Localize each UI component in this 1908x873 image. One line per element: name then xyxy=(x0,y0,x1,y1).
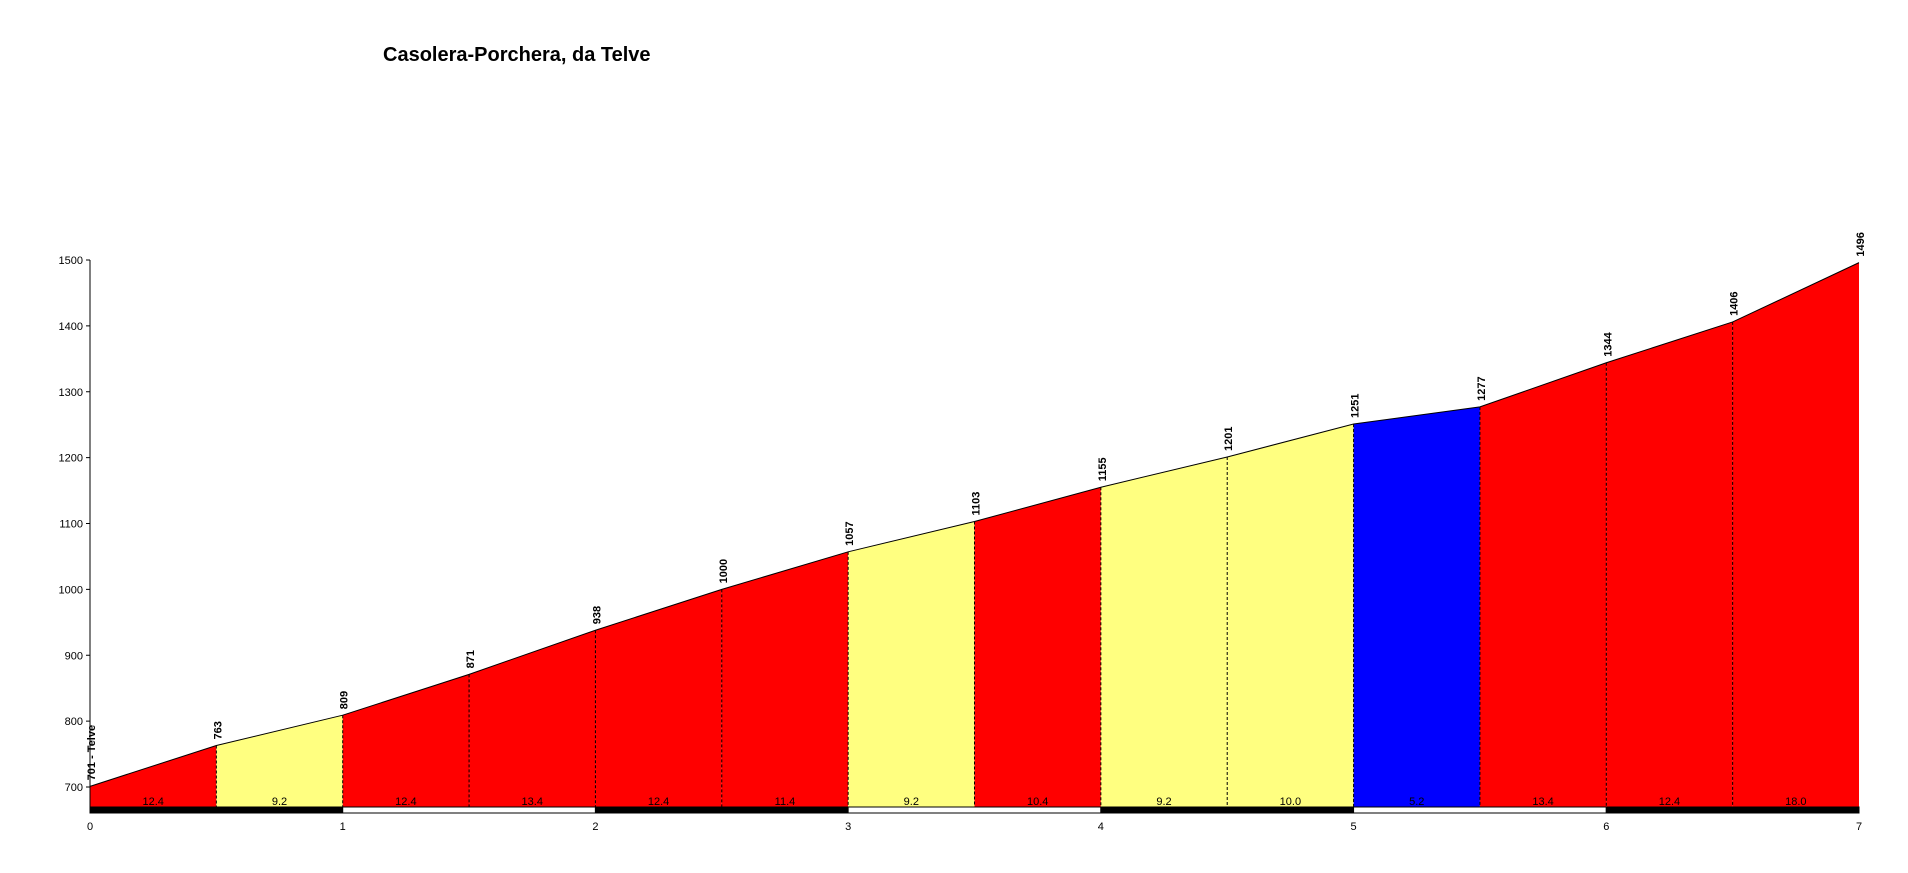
y-tick-label-1100: 1100 xyxy=(59,519,83,531)
x-tick-label-0: 0 xyxy=(87,821,93,833)
elevation-label-4: 938 xyxy=(591,606,603,624)
gradient-label-6: 9.2 xyxy=(904,796,919,808)
y-tick-label-800: 800 xyxy=(65,716,83,728)
segment-fill-2 xyxy=(342,674,470,807)
y-tick-label-700: 700 xyxy=(65,782,83,794)
x-tick-label-7: 7 xyxy=(1856,821,1862,833)
km-bar-segment-5 xyxy=(1353,806,1607,814)
elevation-label-9: 1201 xyxy=(1223,426,1235,450)
x-tick-label-2: 2 xyxy=(592,821,598,833)
elevation-label-5: 1000 xyxy=(718,559,730,583)
gradient-label-5: 11.4 xyxy=(775,796,796,808)
elevation-label-11: 1277 xyxy=(1476,376,1488,400)
elevation-label-2: 809 xyxy=(339,691,351,709)
elevation-label-0: 701 - Telve xyxy=(86,725,98,780)
segment-fill-1 xyxy=(216,715,343,807)
segment-fill-8 xyxy=(1100,456,1228,807)
elevation-label-3: 871 xyxy=(465,650,477,668)
elevation-label-8: 1155 xyxy=(1097,457,1109,481)
y-tick-label-1500: 1500 xyxy=(59,255,83,267)
km-bar-segment-0 xyxy=(89,806,344,814)
km-bar-segment-1 xyxy=(342,806,596,814)
x-tick-label-6: 6 xyxy=(1603,821,1609,833)
elevation-label-12: 1344 xyxy=(1602,331,1614,356)
segment-fill-11 xyxy=(1479,362,1607,807)
elevation-label-13: 1406 xyxy=(1729,291,1741,315)
x-tick-label-4: 4 xyxy=(1098,821,1104,833)
gradient-label-4: 12.4 xyxy=(648,796,669,808)
segment-fills xyxy=(90,262,1859,807)
segment-fill-4 xyxy=(595,589,722,807)
x-tick-label-3: 3 xyxy=(845,821,851,833)
elevation-label-6: 1057 xyxy=(844,521,856,545)
gradient-label-9: 10.0 xyxy=(1280,796,1301,808)
y-tick-labels: 700 800 900 1000 1100 1200 1300 1400 1500 xyxy=(59,255,90,794)
y-tick-label-1400: 1400 xyxy=(59,321,83,333)
segment-fill-7 xyxy=(974,487,1101,807)
gradient-label-0: 12.4 xyxy=(142,796,163,808)
gradient-label-8: 9.2 xyxy=(1156,796,1171,808)
y-tick-label-1000: 1000 xyxy=(59,584,83,596)
gradient-label-1: 9.2 xyxy=(272,796,287,808)
elevation-labels: 701 - Telve 763 809 871 938 1000 1057 1103 1155 1… xyxy=(86,232,1867,780)
x-tick-label-5: 5 xyxy=(1351,821,1357,833)
profile-outline xyxy=(89,262,1860,787)
segment-dividers xyxy=(215,321,1734,807)
km-bar-segment-3 xyxy=(847,806,1102,814)
elevation-label-10: 1251 xyxy=(1350,394,1362,418)
x-tick-labels: 0 1 2 3 4 5 6 7 xyxy=(87,821,1862,833)
gradient-label-13: 18.0 xyxy=(1785,796,1806,808)
segment-fill-10 xyxy=(1353,406,1480,807)
segment-fill-3 xyxy=(469,630,596,807)
segment-fill-6 xyxy=(848,521,975,807)
km-bar xyxy=(89,806,1860,814)
gradient-label-2: 12.4 xyxy=(395,796,416,808)
segment-fill-13 xyxy=(1732,262,1859,807)
km-bar-segment-2 xyxy=(594,806,849,814)
gradient-labels: 12.4 9.2 12.4 13.4 12.4 11.4 9.2 10.4 9.2 10.0 5.2… xyxy=(142,796,1806,808)
y-tick-label-900: 900 xyxy=(65,650,83,662)
gradient-label-7: 10.4 xyxy=(1027,796,1048,808)
gradient-label-10: 5.2 xyxy=(1409,796,1424,808)
y-tick-label-1300: 1300 xyxy=(59,387,83,399)
segment-fill-0 xyxy=(90,745,217,807)
gradient-label-3: 13.4 xyxy=(522,796,543,808)
segment-fill-9 xyxy=(1227,424,1354,807)
x-tick-label-1: 1 xyxy=(340,821,346,833)
segment-fill-12 xyxy=(1606,321,1733,807)
elevation-label-1: 763 xyxy=(212,721,224,739)
y-tick-label-1200: 1200 xyxy=(59,453,83,465)
km-bar-segment-4 xyxy=(1100,806,1355,814)
chart-title: Casolera-Porchera, da Telve xyxy=(383,44,651,66)
elevation-label-7: 1103 xyxy=(971,492,983,516)
elevation-label-14: 1496 xyxy=(1855,232,1867,256)
gradient-label-12: 12.4 xyxy=(1659,796,1680,808)
profile-line xyxy=(89,262,1860,787)
gradient-label-11: 13.4 xyxy=(1532,796,1553,808)
segment-fill-5 xyxy=(721,551,849,807)
km-bar-segment-6 xyxy=(1605,806,1860,814)
